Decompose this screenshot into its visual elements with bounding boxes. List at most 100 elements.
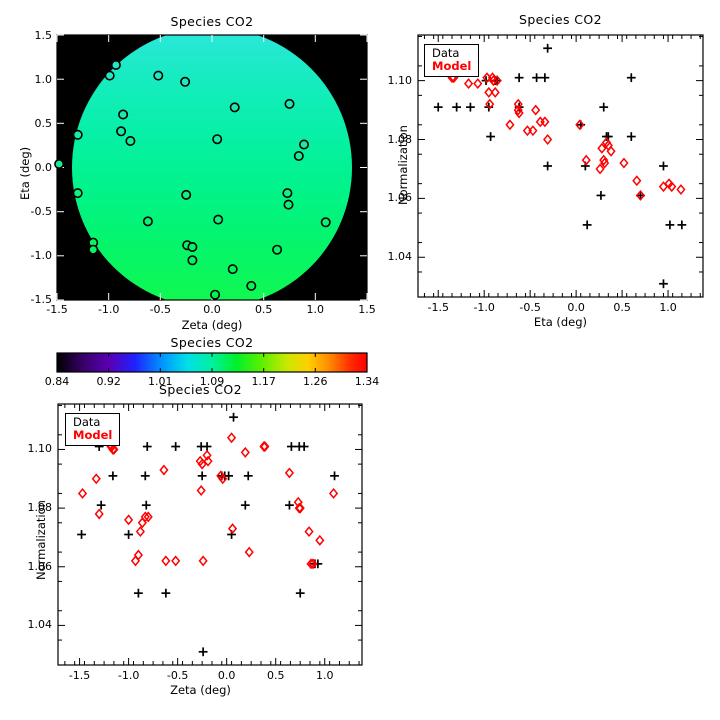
model-marker-diamond[interactable] bbox=[487, 72, 498, 84]
data-marker-plus[interactable] bbox=[532, 73, 541, 83]
map-marker[interactable] bbox=[181, 189, 192, 200]
data-marker-plus[interactable] bbox=[299, 442, 309, 451]
image-map-canvas[interactable] bbox=[0, 0, 380, 340]
zeta-scatter-legend[interactable]: Data Model bbox=[65, 413, 121, 446]
map-marker[interactable] bbox=[142, 216, 153, 227]
data-marker-plus[interactable] bbox=[677, 220, 687, 230]
model-marker-diamond[interactable] bbox=[124, 514, 134, 526]
map-marker[interactable] bbox=[110, 59, 121, 70]
map-marker[interactable] bbox=[118, 109, 129, 120]
model-marker-diamond[interactable] bbox=[294, 502, 304, 514]
map-marker[interactable] bbox=[282, 188, 293, 199]
data-marker-plus[interactable] bbox=[433, 102, 443, 112]
model-marker-diamond[interactable] bbox=[315, 534, 325, 546]
model-marker-diamond[interactable] bbox=[295, 502, 305, 514]
data-marker-plus[interactable] bbox=[452, 102, 462, 112]
model-marker-diamond[interactable] bbox=[514, 107, 524, 119]
data-marker-plus[interactable] bbox=[596, 191, 606, 200]
colorbar-canvas[interactable] bbox=[0, 352, 400, 392]
model-marker-diamond[interactable] bbox=[133, 549, 143, 561]
data-marker-plus[interactable] bbox=[141, 500, 151, 510]
model-marker-diamond[interactable] bbox=[109, 443, 119, 455]
data-marker-plus[interactable] bbox=[543, 161, 553, 171]
map-marker[interactable] bbox=[104, 70, 115, 81]
data-marker-plus[interactable] bbox=[134, 588, 143, 598]
model-marker-diamond[interactable] bbox=[667, 181, 677, 193]
model-marker-diamond[interactable] bbox=[244, 546, 254, 558]
model-marker-diamond[interactable] bbox=[198, 555, 208, 567]
map-marker[interactable] bbox=[187, 242, 198, 253]
map-marker[interactable] bbox=[272, 244, 283, 255]
model-marker-diamond[interactable] bbox=[108, 443, 118, 455]
image-map-markers[interactable] bbox=[54, 59, 331, 300]
map-marker[interactable] bbox=[212, 134, 223, 145]
data-marker-plus[interactable] bbox=[198, 647, 208, 657]
data-marker-plus[interactable] bbox=[659, 279, 668, 289]
model-marker-diamond[interactable] bbox=[540, 116, 550, 128]
data-marker-plus[interactable] bbox=[224, 471, 234, 481]
data-marker-plus[interactable] bbox=[140, 471, 150, 481]
model-marker-diamond[interactable] bbox=[484, 86, 494, 98]
map-marker[interactable] bbox=[116, 126, 127, 137]
model-marker-diamond[interactable] bbox=[306, 558, 316, 570]
data-marker-plus[interactable] bbox=[124, 530, 134, 539]
data-marker-plus[interactable] bbox=[142, 442, 152, 451]
model-marker-diamond[interactable] bbox=[492, 75, 502, 87]
model-marker-diamond[interactable] bbox=[528, 125, 538, 137]
map-marker[interactable] bbox=[320, 217, 331, 228]
model-marker-diamond[interactable] bbox=[226, 432, 237, 444]
data-marker-plus[interactable] bbox=[659, 161, 668, 171]
data-marker-plus[interactable] bbox=[171, 442, 181, 451]
model-marker-diamond[interactable] bbox=[259, 441, 269, 452]
model-marker-diamond[interactable] bbox=[599, 154, 609, 166]
eta-scatter-legend[interactable]: Data Model bbox=[424, 44, 480, 77]
data-marker-plus[interactable] bbox=[295, 588, 305, 598]
model-marker-diamond[interactable] bbox=[197, 458, 207, 470]
model-marker-diamond[interactable] bbox=[308, 558, 318, 570]
model-marker-diamond[interactable] bbox=[140, 511, 150, 523]
model-marker-diamond[interactable] bbox=[94, 508, 104, 520]
model-marker-diamond[interactable] bbox=[619, 157, 629, 169]
model-marker-diamond[interactable] bbox=[595, 163, 605, 175]
map-marker[interactable] bbox=[54, 159, 65, 170]
model-marker-diamond[interactable] bbox=[135, 526, 145, 538]
eta-scatter-markers[interactable] bbox=[433, 43, 687, 289]
data-marker-plus[interactable] bbox=[229, 412, 238, 422]
model-marker-diamond[interactable] bbox=[143, 511, 153, 523]
map-marker[interactable] bbox=[72, 188, 83, 199]
model-marker-diamond[interactable] bbox=[218, 473, 228, 485]
model-marker-diamond[interactable] bbox=[473, 78, 483, 90]
data-marker-plus[interactable] bbox=[108, 471, 118, 481]
model-marker-diamond[interactable] bbox=[240, 446, 250, 458]
map-marker[interactable] bbox=[298, 139, 309, 150]
model-marker-diamond[interactable] bbox=[284, 467, 295, 479]
map-marker[interactable] bbox=[187, 255, 198, 266]
model-marker-diamond[interactable] bbox=[202, 449, 212, 461]
data-marker-plus[interactable] bbox=[486, 132, 496, 141]
model-marker-diamond[interactable] bbox=[304, 526, 314, 538]
data-marker-plus[interactable] bbox=[466, 102, 475, 112]
data-marker-plus[interactable] bbox=[514, 73, 524, 83]
map-marker[interactable] bbox=[284, 98, 295, 109]
model-marker-diamond[interactable] bbox=[635, 189, 646, 201]
model-marker-diamond[interactable] bbox=[632, 175, 642, 187]
model-marker-diamond[interactable] bbox=[676, 184, 686, 196]
data-marker-plus[interactable] bbox=[197, 471, 207, 481]
model-marker-diamond[interactable] bbox=[485, 98, 495, 110]
model-marker-diamond[interactable] bbox=[203, 455, 213, 467]
data-marker-plus[interactable] bbox=[96, 500, 106, 510]
data-marker-plus[interactable] bbox=[582, 220, 592, 230]
model-marker-diamond[interactable] bbox=[597, 142, 607, 154]
map-marker[interactable] bbox=[246, 280, 257, 291]
data-marker-plus[interactable] bbox=[243, 471, 253, 481]
map-marker[interactable] bbox=[210, 289, 221, 300]
data-marker-plus[interactable] bbox=[240, 500, 250, 510]
model-marker-diamond[interactable] bbox=[575, 119, 585, 131]
model-marker-diamond[interactable] bbox=[606, 145, 616, 157]
zeta-scatter-markers[interactable] bbox=[77, 412, 339, 657]
map-marker[interactable] bbox=[293, 151, 304, 162]
model-marker-diamond[interactable] bbox=[161, 555, 171, 567]
data-marker-plus[interactable] bbox=[161, 588, 171, 598]
model-marker-diamond[interactable] bbox=[581, 154, 591, 166]
data-marker-plus[interactable] bbox=[665, 220, 675, 230]
